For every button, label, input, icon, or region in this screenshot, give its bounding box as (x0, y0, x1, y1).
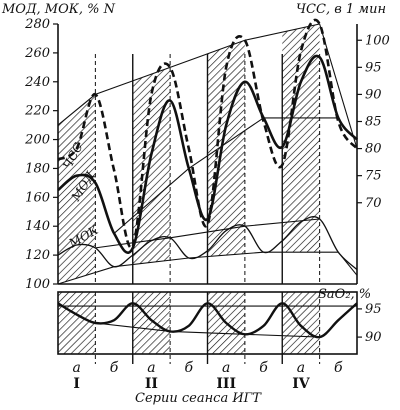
category-label: б (259, 360, 268, 376)
left-tick-label: 280 (24, 17, 50, 32)
bottom-series-lines (57, 302, 358, 339)
bottom-right-tick-label: 95 (365, 302, 382, 317)
category-label: б (334, 360, 343, 376)
group-labels: I II III IV (73, 376, 310, 392)
bottom-hatched-period-2 (132, 292, 171, 354)
left-tick-label: 160 (25, 190, 50, 205)
hatched-period-4 (282, 24, 320, 284)
right-tick-label: 95 (365, 60, 382, 75)
left-tick-label: 180 (25, 161, 50, 176)
mod-trough-line (113, 117, 339, 234)
top-hatched-periods (58, 24, 320, 284)
bottom-hatched-period-1 (58, 292, 96, 354)
bottom-envelope-lines (58, 305, 357, 338)
right-tick-label: 70 (365, 196, 382, 211)
bottom-right-tick-label: 90 (365, 330, 382, 345)
right-tick-label: 90 (365, 87, 382, 102)
bottom-hatched-period-4 (282, 292, 320, 354)
group-label: II (145, 376, 158, 392)
group-label: III (216, 376, 236, 392)
right-tick-label: 80 (365, 142, 382, 157)
category-label: а (297, 360, 305, 376)
left-tick-label: 120 (25, 248, 50, 263)
top-vertical-lines (94, 54, 321, 284)
group-label: I (73, 376, 80, 392)
group-label: IV (292, 376, 311, 392)
category-label: а (147, 360, 155, 376)
category-label: б (185, 360, 194, 376)
bottom-panel-frame (57, 291, 358, 355)
right-axis-ticks: 70 75 80 85 90 95 100 (357, 33, 390, 211)
series-line-mod (57, 54, 358, 255)
series-line-hr (57, 18, 359, 250)
category-label: а (73, 360, 81, 376)
category-label: б (110, 360, 119, 376)
series-line-sao2 (57, 302, 358, 339)
left-tick-label: 220 (24, 104, 50, 119)
left-axis-ticks: 100 120 140 160 180 200 220 240 260 280 (24, 17, 58, 292)
top-panel: 100 120 140 160 180 200 220 240 260 280 70 75 80 85 9… (1, 2, 390, 292)
bottom-right-axis-ticks: 90 95 (357, 302, 382, 345)
right-tick-label: 100 (365, 33, 390, 48)
x-axis-title: Серии сеанса ИГТ (135, 391, 262, 406)
right-axis-title: ЧСС, в 1 мин (296, 2, 386, 17)
right-tick-label: 75 (365, 169, 382, 184)
left-tick-label: 240 (24, 75, 50, 90)
left-tick-label: 100 (25, 277, 50, 292)
bottom-right-axis-title: SaO₂, % (318, 287, 371, 302)
category-label: а (222, 360, 230, 376)
right-tick-label: 85 (365, 115, 382, 130)
left-axis-title: МОД, МОК, % N (1, 2, 116, 17)
left-tick-label: 140 (25, 219, 50, 234)
left-tick-label: 260 (24, 46, 50, 61)
bottom-lower-envelope (95, 322, 320, 338)
bottom-hatched-periods (58, 292, 320, 354)
left-tick-label: 200 (24, 133, 50, 148)
top-series-lines (57, 18, 359, 271)
series-line-mok (57, 216, 358, 271)
